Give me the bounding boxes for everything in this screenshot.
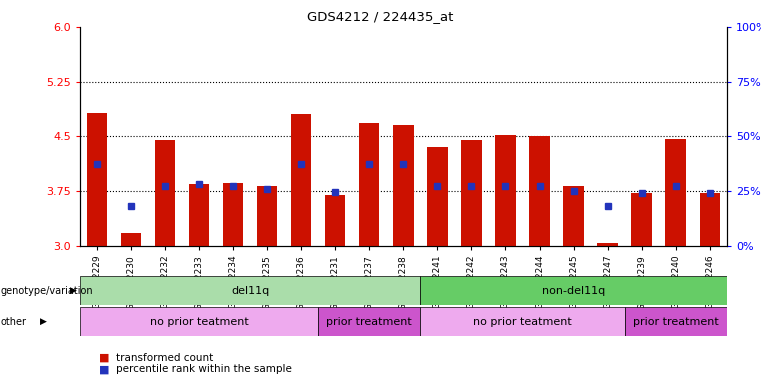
Text: genotype/variation: genotype/variation <box>1 286 94 296</box>
Text: prior treatment: prior treatment <box>633 316 718 327</box>
Bar <box>420 307 625 336</box>
Bar <box>597 243 618 246</box>
Bar <box>257 186 277 246</box>
Text: percentile rank within the sample: percentile rank within the sample <box>116 364 291 374</box>
Bar <box>699 193 720 246</box>
Text: GDS4212 / 224435_at: GDS4212 / 224435_at <box>307 10 454 23</box>
Bar <box>291 114 311 246</box>
Text: del11q: del11q <box>231 286 269 296</box>
Bar <box>189 184 209 246</box>
Text: other: other <box>1 316 27 327</box>
Bar <box>80 276 420 305</box>
Bar <box>318 307 420 336</box>
Bar <box>665 139 686 246</box>
Bar <box>530 136 549 246</box>
Text: ■: ■ <box>99 364 110 374</box>
Text: prior treatment: prior treatment <box>326 316 412 327</box>
Bar <box>223 183 244 246</box>
Text: ■: ■ <box>99 353 110 363</box>
Bar <box>625 307 727 336</box>
Text: no prior teatment: no prior teatment <box>473 316 572 327</box>
Bar <box>427 147 447 246</box>
Bar <box>325 195 345 246</box>
Text: ▶: ▶ <box>70 286 77 295</box>
Text: ▶: ▶ <box>40 317 47 326</box>
Text: transformed count: transformed count <box>116 353 213 363</box>
Bar <box>121 233 142 246</box>
Bar <box>495 135 516 246</box>
Bar <box>632 193 652 246</box>
Bar <box>393 125 413 246</box>
Bar <box>563 186 584 246</box>
Text: no prior teatment: no prior teatment <box>150 316 248 327</box>
Bar <box>461 140 482 246</box>
Bar <box>87 113 107 246</box>
Bar <box>420 276 727 305</box>
Bar <box>80 307 318 336</box>
Bar <box>154 140 175 246</box>
Bar <box>359 123 380 246</box>
Text: non-del11q: non-del11q <box>542 286 605 296</box>
